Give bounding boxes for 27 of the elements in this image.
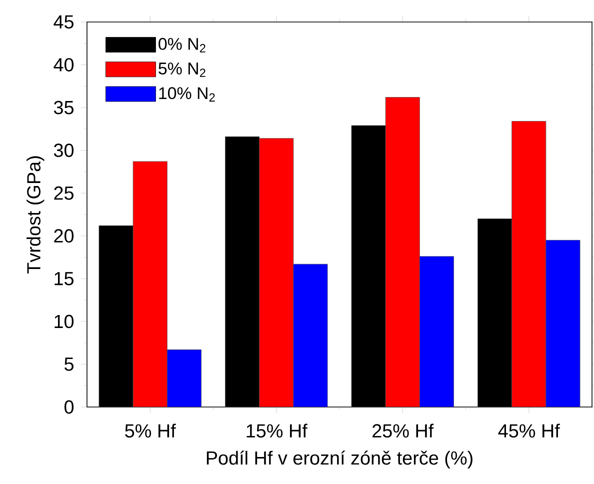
legend-label: 0% N$_{2}$ <box>158 38 206 52</box>
x-tick-label: 15% Hf <box>246 424 308 438</box>
y-tick-label: 45 <box>54 15 74 29</box>
y-axis-title: Tvrdost (GPa) <box>26 156 44 274</box>
bar <box>293 264 328 407</box>
y-tick-label: 30 <box>54 144 74 158</box>
y-tick-label: 40 <box>54 58 74 72</box>
bar <box>546 240 580 407</box>
x-tick-label: 5% Hf <box>125 424 176 438</box>
bar <box>512 121 546 407</box>
y-tick-label: 0 <box>64 400 74 414</box>
y-tick-label: 35 <box>54 100 74 114</box>
y-tick-label: 5 <box>64 358 74 371</box>
bar <box>133 161 168 407</box>
x-tick-label: 25% Hf <box>372 424 434 438</box>
legend-label: 10% N$_{2}$ <box>159 87 215 102</box>
x-axis-title: Podíl Hf v erozní zóně terče (%) <box>206 450 472 468</box>
bar <box>420 256 454 407</box>
y-tick-label: 25 <box>54 186 74 200</box>
bar <box>259 138 294 407</box>
x-tick-label: 45% Hf <box>498 424 560 438</box>
bar <box>386 97 420 407</box>
y-tick-label: 10 <box>54 314 74 328</box>
y-tick-label: 20 <box>54 229 74 243</box>
y-tick-label: 15 <box>54 272 74 286</box>
bar <box>167 350 202 407</box>
legend-label: 5% N$_{2}$ <box>158 62 206 77</box>
